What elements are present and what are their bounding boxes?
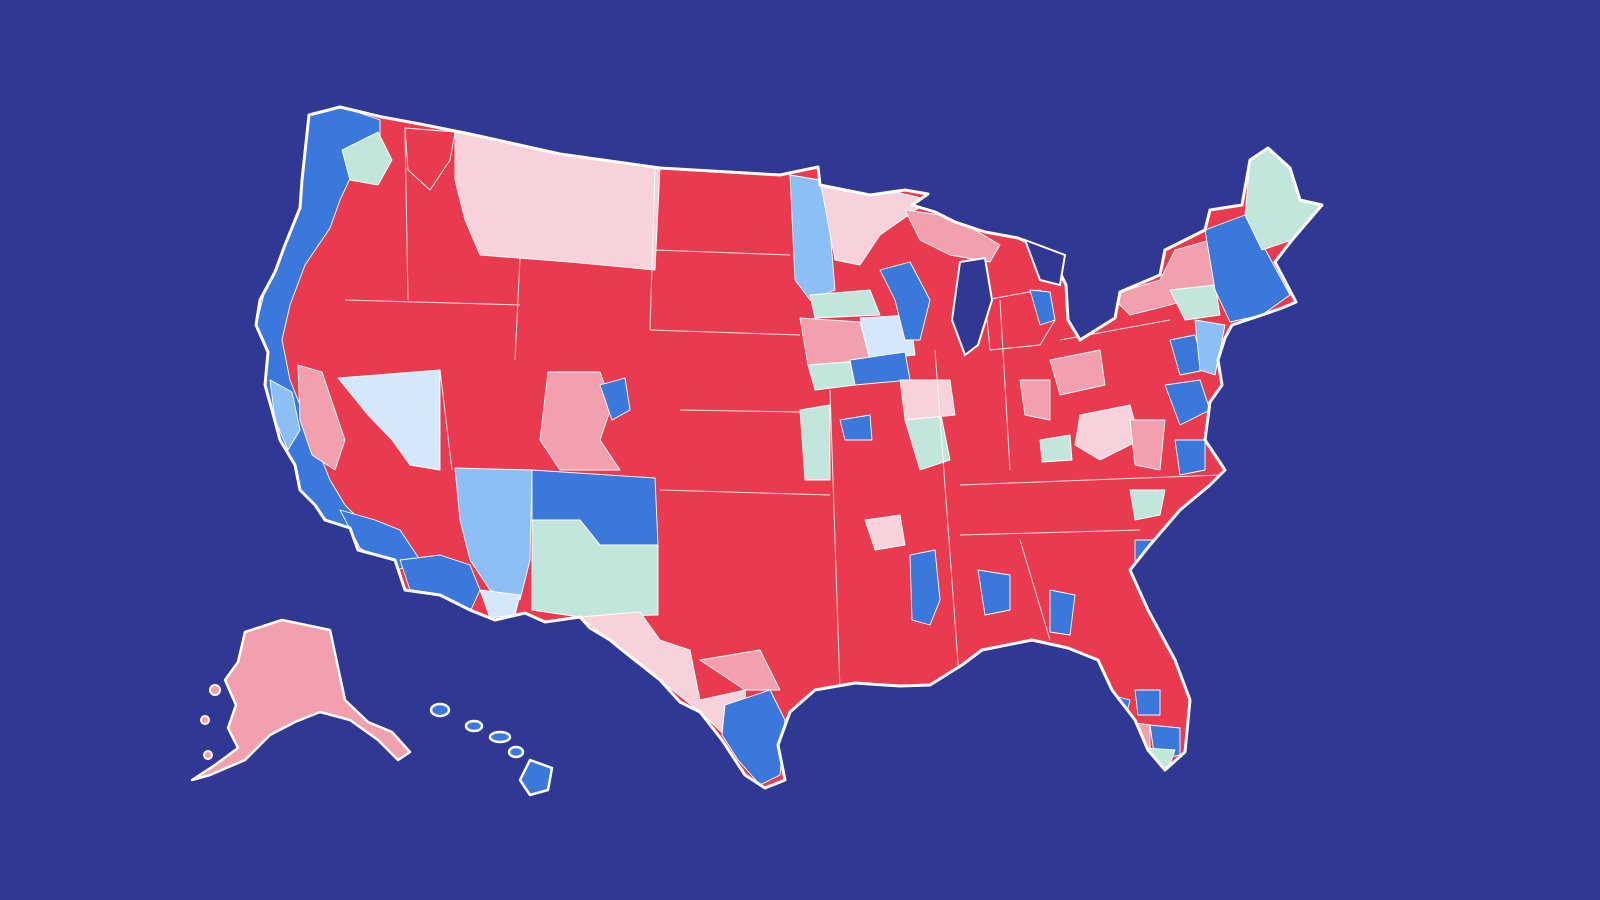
region-washington-central xyxy=(341,131,393,186)
hawaii-molokai xyxy=(488,730,512,744)
region-kentucky-lexington xyxy=(1039,434,1073,463)
region-minnesota-north xyxy=(819,179,931,266)
region-new-york-hudson xyxy=(1169,284,1221,321)
alaska-island xyxy=(200,715,210,725)
region-iowa-west xyxy=(799,317,871,366)
region-texas-hill xyxy=(699,649,781,691)
line-kansas-north xyxy=(679,409,801,413)
region-ohio-east xyxy=(1049,349,1106,396)
region-west-virginia xyxy=(1074,404,1141,461)
region-colorado-metro xyxy=(599,377,631,421)
alaska-island xyxy=(203,750,213,760)
region-virginia-west xyxy=(1129,419,1166,471)
region-minnesota-south xyxy=(809,289,881,319)
region-new-mexico-south xyxy=(531,519,659,618)
region-north-carolina-central xyxy=(1129,489,1166,521)
hawaii xyxy=(429,702,554,797)
region-missouri-kc xyxy=(799,404,831,481)
lake-huron xyxy=(1023,238,1067,287)
line-mississippi-river xyxy=(934,349,961,691)
region-georgia-south xyxy=(1049,589,1076,636)
line-dakota-border xyxy=(654,249,791,256)
region-arkansas-center xyxy=(864,514,906,551)
region-ohio-south xyxy=(1019,379,1051,421)
line-utah-west xyxy=(439,369,453,471)
line-missouri-arkansas xyxy=(829,389,841,691)
hawaii-kauai xyxy=(429,702,451,718)
line-alabama-georgia xyxy=(1019,539,1051,641)
lake-michigan xyxy=(950,256,994,357)
region-florida-orlando xyxy=(1134,689,1161,716)
line-idaho-west xyxy=(404,129,409,301)
line-oregon-idaho xyxy=(344,299,521,306)
region-mississippi-delta xyxy=(909,549,941,626)
region-california-central-valley xyxy=(297,364,346,471)
line-oklahoma-north xyxy=(659,489,831,496)
region-missouri-stl xyxy=(839,414,873,441)
line-dakota-west xyxy=(649,167,656,331)
alaska xyxy=(190,618,412,782)
region-washington-east xyxy=(404,127,456,191)
hawaii-maui xyxy=(507,745,525,759)
hawaii-oahu xyxy=(464,719,484,733)
region-iowa-southwest xyxy=(807,361,856,391)
line-tennessee-south xyxy=(959,529,1141,536)
alaska-mainland xyxy=(190,618,412,782)
region-texas-south xyxy=(721,689,786,786)
region-michigan-detroit xyxy=(1029,289,1056,326)
region-colorado-west xyxy=(539,371,621,471)
alaska-island xyxy=(209,684,221,696)
region-alabama-black-belt xyxy=(977,569,1011,616)
region-illinois-central xyxy=(899,379,956,421)
hawaii-big-island xyxy=(518,758,554,797)
line-wyoming-west xyxy=(514,257,521,361)
region-wisconsin-east xyxy=(879,261,931,341)
line-tennessee-north xyxy=(959,474,1221,486)
line-nebraska-north xyxy=(649,329,801,336)
line-indiana-ohio xyxy=(999,299,1011,471)
district-lines xyxy=(344,129,1221,691)
region-virginia-east xyxy=(1174,439,1206,476)
